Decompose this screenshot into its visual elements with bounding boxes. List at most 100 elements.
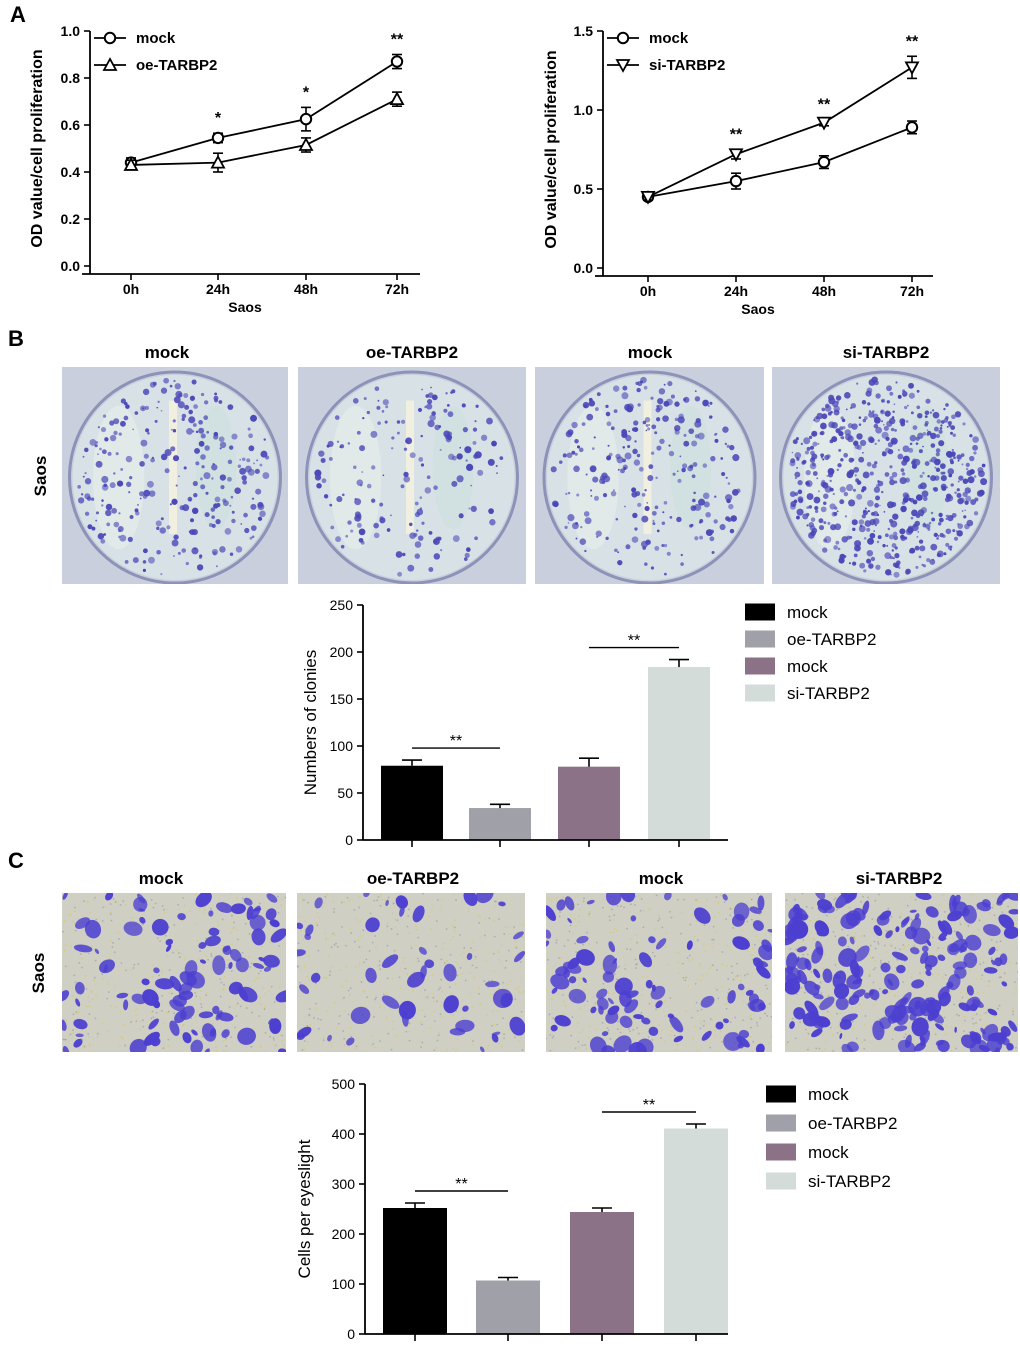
B-bar-bar-2 bbox=[469, 808, 531, 840]
row-label-b: Saos bbox=[31, 456, 50, 497]
A-right-y-tick-label: 0.5 bbox=[574, 181, 594, 197]
B-bar-significance-label: ** bbox=[450, 733, 462, 750]
B-bar-y-axis-label: Numbers of clonies bbox=[301, 650, 320, 796]
A-right-x-tick-label: 0h bbox=[640, 283, 656, 299]
C-bar-y-tick-label: 200 bbox=[332, 1226, 356, 1242]
B-bar-legend-label: mock bbox=[787, 603, 828, 622]
photo-label-c-1: mock bbox=[139, 869, 184, 888]
B-bar-y-tick-label: 250 bbox=[330, 597, 354, 613]
A-right-y-tick-label: 1.0 bbox=[574, 102, 594, 118]
A-right-x-tick-label: 48h bbox=[812, 283, 836, 299]
A-right-legend-label: si-TARBP2 bbox=[649, 57, 725, 74]
A-right-y-tick-label: 1.5 bbox=[574, 23, 594, 39]
A-left-legend-label: mock bbox=[136, 30, 176, 47]
A-right-point bbox=[819, 157, 829, 167]
B-bar-legend-label: oe-TARBP2 bbox=[787, 630, 876, 649]
C-bar-y-tick-label: 300 bbox=[332, 1176, 356, 1192]
photo-label-c-4: si-TARBP2 bbox=[856, 869, 943, 888]
A-left-significance-label: * bbox=[215, 110, 222, 127]
A-right-significance-label: ** bbox=[818, 96, 831, 113]
C-bar-bar-4 bbox=[664, 1129, 728, 1335]
photo-label-b-3: mock bbox=[628, 343, 673, 362]
A-right-legend-label: mock bbox=[649, 30, 689, 47]
C-bar-bar-3 bbox=[570, 1212, 634, 1334]
A-left-point bbox=[391, 93, 403, 104]
C-bar-significance-label: ** bbox=[643, 1097, 655, 1114]
A-left-point bbox=[213, 133, 223, 143]
A-right-y-axis-label: OD value/cell proliferation bbox=[543, 50, 560, 248]
A-left-x-axis-label: Saos bbox=[228, 299, 262, 315]
photo-label-c-2: oe-TARBP2 bbox=[367, 869, 459, 888]
B-bar-legend-swatch bbox=[745, 658, 775, 675]
A-left-point bbox=[392, 56, 402, 66]
A-left-series-0-line bbox=[131, 62, 397, 163]
A-right-point bbox=[731, 176, 741, 186]
B-bar-y-tick-label: 0 bbox=[345, 832, 353, 848]
A-right-x-tick-label: 72h bbox=[900, 283, 924, 299]
C-bar-significance-label: ** bbox=[455, 1176, 467, 1193]
A-left-series-1-line bbox=[131, 99, 397, 165]
B-bar-y-tick-label: 100 bbox=[330, 738, 354, 754]
B-bar-legend-swatch bbox=[745, 685, 775, 702]
B-bar-y-tick-label: 150 bbox=[330, 691, 354, 707]
A-left-x-tick-label: 72h bbox=[385, 281, 409, 297]
panel-letter-b: B bbox=[8, 326, 24, 351]
C-bar-bar-2 bbox=[476, 1281, 540, 1335]
C-bar-y-tick-label: 400 bbox=[332, 1126, 356, 1142]
A-left-point bbox=[300, 139, 312, 150]
photo-label-b-4: si-TARBP2 bbox=[843, 343, 930, 362]
C-bar-legend-swatch bbox=[766, 1115, 796, 1132]
A-left-y-tick-label: 0.8 bbox=[61, 70, 81, 86]
A-left-y-tick-label: 0.2 bbox=[61, 211, 81, 227]
C-bar-y-tick-label: 0 bbox=[347, 1326, 355, 1342]
B-bar-legend-label: si-TARBP2 bbox=[787, 684, 870, 703]
C-bar-legend-label: si-TARBP2 bbox=[808, 1172, 891, 1191]
A-right-series-1-line bbox=[648, 67, 912, 197]
C-bar-y-tick-label: 500 bbox=[332, 1076, 356, 1092]
A-right-x-axis-label: Saos bbox=[741, 301, 775, 317]
C-bar-legend-label: mock bbox=[808, 1143, 849, 1162]
B-bar-bar-4 bbox=[648, 667, 710, 840]
C-bar-legend-swatch bbox=[766, 1086, 796, 1103]
A-left-x-tick-label: 24h bbox=[206, 281, 230, 297]
B-bar-significance-label: ** bbox=[628, 633, 640, 650]
row-label-c: Saos bbox=[29, 953, 48, 994]
C-bar-bar-1 bbox=[383, 1208, 447, 1334]
A-left-x-tick-label: 0h bbox=[123, 281, 139, 297]
B-bar-legend-label: mock bbox=[787, 657, 828, 676]
A-left-legend-marker bbox=[105, 33, 115, 43]
panel-letter-a: A bbox=[10, 2, 26, 27]
B-bar-legend-swatch bbox=[745, 604, 775, 621]
charts: 0.0 0.2 0.4 0.6 0.8 1.0 0h 24h 48h 72h Saos OD valu… bbox=[29, 23, 933, 1342]
photo-label-b-1: mock bbox=[145, 343, 190, 362]
C-bar-y-tick-label: 100 bbox=[332, 1276, 356, 1292]
B-bar-y-tick-label: 200 bbox=[330, 644, 354, 660]
B-bar-bar-1 bbox=[381, 766, 443, 840]
A-right-point bbox=[818, 118, 830, 129]
C-bar-legend-swatch bbox=[766, 1173, 796, 1190]
A-left-significance-label: * bbox=[303, 84, 310, 101]
A-right-point bbox=[907, 122, 917, 132]
photo-label-b-2: oe-TARBP2 bbox=[366, 343, 458, 362]
A-right-significance-label: ** bbox=[906, 33, 919, 50]
photo-label-c-3: mock bbox=[639, 869, 684, 888]
B-bar-legend-swatch bbox=[745, 631, 775, 648]
C-bar-legend-label: mock bbox=[808, 1085, 849, 1104]
C-bar-legend-swatch bbox=[766, 1144, 796, 1161]
A-left-legend-label: oe-TARBP2 bbox=[136, 57, 217, 74]
A-right-point bbox=[906, 62, 918, 73]
A-right-y-tick-label: 0.0 bbox=[574, 260, 594, 276]
panel-letter-c: C bbox=[8, 848, 24, 873]
A-left-y-tick-label: 0.4 bbox=[61, 164, 81, 180]
C-bar-y-axis-label: Cells per eyeslight bbox=[295, 1139, 314, 1278]
A-left-x-tick-label: 48h bbox=[294, 281, 318, 297]
A-left-point bbox=[301, 114, 311, 124]
B-bar-y-tick-label: 50 bbox=[337, 785, 353, 801]
A-right-x-tick-label: 24h bbox=[724, 283, 748, 299]
A-left-y-tick-label: 1.0 bbox=[61, 23, 81, 39]
A-left-y-tick-label: 0.6 bbox=[61, 117, 81, 133]
C-bar-legend-label: oe-TARBP2 bbox=[808, 1114, 897, 1133]
A-right-legend-marker bbox=[618, 33, 628, 43]
B-bar-bar-3 bbox=[558, 767, 620, 840]
